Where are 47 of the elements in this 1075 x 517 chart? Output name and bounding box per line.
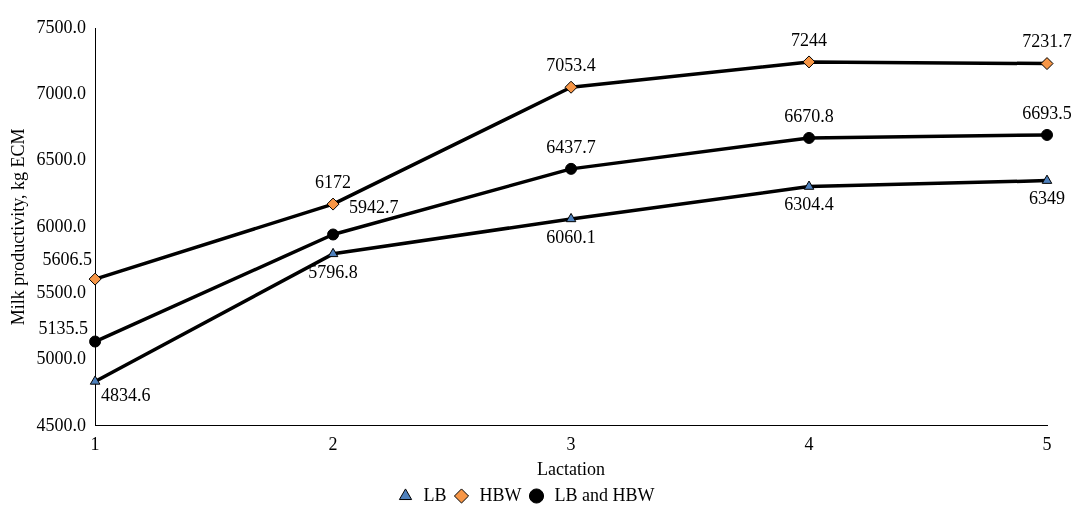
y-tick-label: 6500.0 bbox=[36, 149, 87, 170]
data-label: 5796.8 bbox=[308, 261, 358, 282]
point bbox=[326, 197, 340, 211]
legend-label: LB bbox=[423, 484, 447, 505]
x-tick-label: 5 bbox=[1042, 434, 1052, 455]
point bbox=[565, 212, 577, 223]
data-label: 7244 bbox=[791, 29, 828, 50]
data-label: 6060.1 bbox=[546, 226, 596, 247]
legend-label: LB and HBW bbox=[554, 484, 655, 505]
point bbox=[1041, 128, 1053, 141]
y-tick-label: 7000.0 bbox=[36, 83, 87, 104]
point bbox=[565, 162, 578, 175]
y-tick-label: 7500.0 bbox=[36, 16, 87, 37]
data-label: 6693.5 bbox=[1022, 102, 1072, 123]
x-tick-label: 2 bbox=[328, 434, 338, 455]
x-tick-label: 4 bbox=[804, 434, 814, 455]
point bbox=[89, 375, 101, 385]
point bbox=[1040, 57, 1054, 71]
point bbox=[803, 180, 815, 190]
x-tick-label: 1 bbox=[90, 434, 100, 455]
legend-label: HBW bbox=[479, 484, 522, 505]
data-label: 6172 bbox=[315, 171, 352, 192]
x-axis-title: Lactation bbox=[537, 458, 606, 479]
point bbox=[1041, 174, 1053, 184]
point bbox=[802, 55, 816, 69]
data-label: 7231.7 bbox=[1022, 31, 1072, 52]
data-label: 7053.4 bbox=[546, 54, 596, 75]
point bbox=[327, 247, 339, 258]
data-label: 6670.8 bbox=[784, 105, 834, 126]
data-label: 5942.7 bbox=[349, 197, 399, 218]
data-label: 5606.5 bbox=[42, 248, 93, 269]
data-label: 6304.4 bbox=[784, 194, 834, 215]
x-tick-label: 3 bbox=[566, 434, 576, 455]
point bbox=[89, 335, 102, 348]
y-tick-label: 5000.0 bbox=[36, 348, 87, 369]
data-label: 6349 bbox=[1029, 188, 1065, 209]
point bbox=[803, 131, 816, 144]
y-axis-title: Milk productivity, kg ECM bbox=[7, 128, 28, 326]
point bbox=[327, 228, 340, 241]
point bbox=[88, 272, 102, 286]
data-label: 5135.5 bbox=[38, 317, 89, 338]
y-tick-label: 5500.0 bbox=[36, 281, 87, 302]
point bbox=[564, 80, 578, 94]
data-label: 6437.7 bbox=[546, 136, 596, 157]
y-tick-label: 6000.0 bbox=[36, 215, 87, 236]
data-label: 4834.6 bbox=[101, 385, 151, 406]
y-tick-label: 4500.0 bbox=[36, 414, 87, 435]
